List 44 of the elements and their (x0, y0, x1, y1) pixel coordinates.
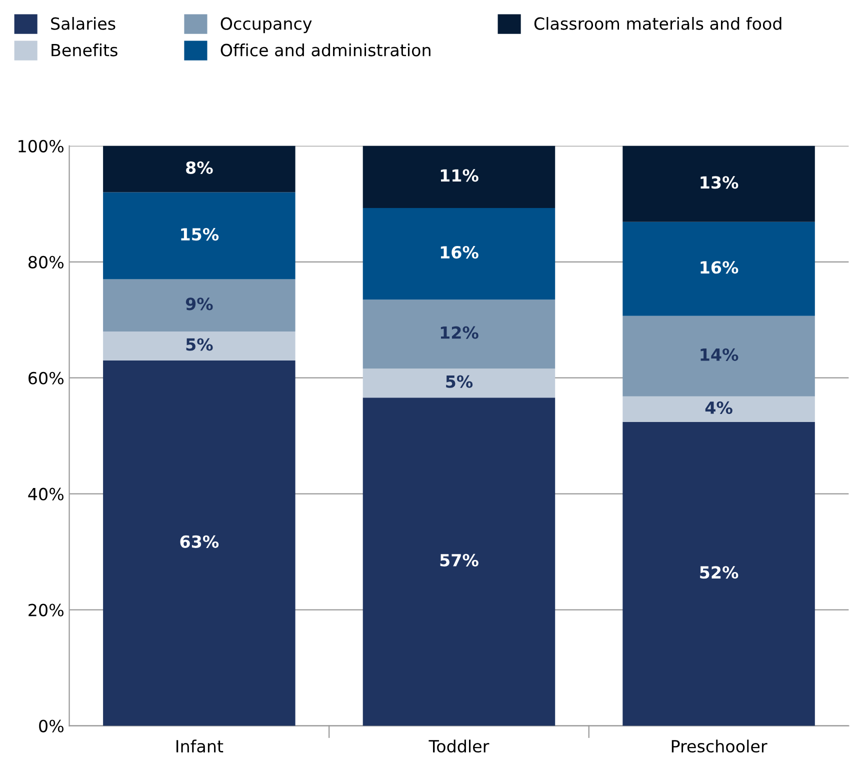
data-label: 57% (440, 554, 478, 566)
bar (362, 398, 556, 726)
data-label: 52% (700, 566, 738, 579)
data-label: 5% (186, 338, 213, 351)
bar (622, 316, 815, 396)
x-tick-label: Preschooler (672, 740, 768, 753)
bar (103, 331, 296, 360)
legend-label: Office and administration (220, 44, 430, 56)
bar (103, 360, 296, 726)
y-tick-label: 0% (39, 720, 64, 732)
legend-label: Occupancy (220, 17, 312, 34)
data-label: 12% (440, 326, 478, 339)
data-label: 15% (181, 228, 219, 241)
y-tick-label: 60% (28, 372, 64, 384)
bar (362, 208, 556, 300)
data-label: 13% (700, 176, 738, 189)
data-label: 63% (180, 535, 219, 548)
data-label: 14% (700, 348, 738, 361)
x-tick-label: Toddler (428, 740, 490, 753)
data-label: 5% (446, 375, 473, 388)
bar (622, 222, 815, 316)
data-label: 9% (186, 298, 213, 310)
data-label: 11% (440, 169, 478, 182)
data-label: 4% (705, 401, 732, 414)
y-tick-label: 80% (28, 256, 64, 268)
data-label: 16% (700, 261, 738, 274)
y-tick-label: 100% (18, 140, 64, 152)
y-tick-label: 40% (28, 488, 64, 500)
y-tick-label: 20% (28, 604, 64, 616)
bar (103, 279, 296, 332)
bar (362, 368, 556, 398)
data-label: 8% (186, 161, 213, 174)
bar (622, 396, 815, 422)
data-label: 16% (440, 246, 478, 259)
bar (362, 300, 556, 369)
legend-label: Salaries (51, 17, 116, 30)
bar (103, 146, 296, 192)
bar (362, 146, 556, 208)
bar (622, 422, 815, 726)
x-tick-label: Infant (176, 740, 224, 753)
legend-label: Classroom materials and food (534, 17, 782, 30)
legend-label: Benefits (52, 44, 118, 56)
bar (622, 146, 815, 222)
bar (103, 192, 296, 280)
